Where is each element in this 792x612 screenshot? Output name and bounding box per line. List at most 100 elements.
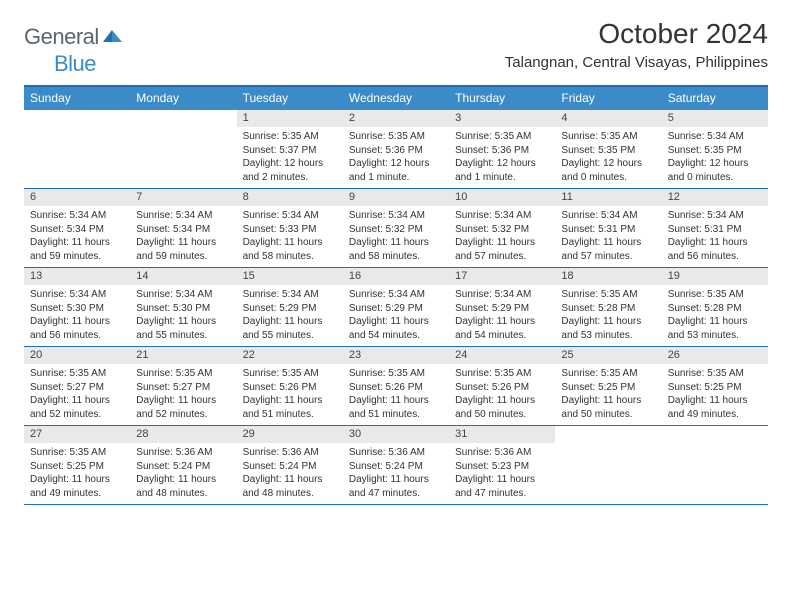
day-cell: 21Sunrise: 5:35 AMSunset: 5:27 PMDayligh… [130, 347, 236, 425]
day-of-week-header: Sunday Monday Tuesday Wednesday Thursday… [24, 87, 768, 110]
day-cell: 25Sunrise: 5:35 AMSunset: 5:25 PMDayligh… [555, 347, 661, 425]
day-line-sr: Sunrise: 5:35 AM [349, 367, 443, 381]
day-line-ss: Sunset: 5:26 PM [349, 381, 443, 395]
day-details: Sunrise: 5:36 AMSunset: 5:24 PMDaylight:… [130, 443, 236, 504]
day-details: Sunrise: 5:34 AMSunset: 5:34 PMDaylight:… [24, 206, 130, 267]
day-line-d1: Daylight: 11 hours [455, 236, 549, 250]
day-line-ss: Sunset: 5:23 PM [455, 460, 549, 474]
day-number: 11 [555, 189, 661, 206]
logo-triangle-icon [103, 26, 123, 49]
day-details: Sunrise: 5:35 AMSunset: 5:36 PMDaylight:… [343, 127, 449, 188]
day-line-sr: Sunrise: 5:34 AM [455, 209, 549, 223]
day-line-sr: Sunrise: 5:35 AM [561, 367, 655, 381]
dow-thursday: Thursday [449, 87, 555, 110]
day-number: 2 [343, 110, 449, 127]
day-line-d1: Daylight: 11 hours [455, 473, 549, 487]
day-line-d1: Daylight: 11 hours [668, 315, 762, 329]
day-line-sr: Sunrise: 5:34 AM [30, 209, 124, 223]
day-line-sr: Sunrise: 5:35 AM [561, 130, 655, 144]
day-line-ss: Sunset: 5:30 PM [136, 302, 230, 316]
day-line-ss: Sunset: 5:27 PM [136, 381, 230, 395]
day-line-sr: Sunrise: 5:35 AM [243, 367, 337, 381]
day-line-d2: and 0 minutes. [668, 171, 762, 185]
day-line-ss: Sunset: 5:31 PM [561, 223, 655, 237]
day-line-d1: Daylight: 11 hours [561, 236, 655, 250]
day-line-d2: and 59 minutes. [30, 250, 124, 264]
day-line-d1: Daylight: 11 hours [136, 315, 230, 329]
day-line-ss: Sunset: 5:36 PM [455, 144, 549, 158]
empty-cell [555, 426, 661, 504]
week-row: 13Sunrise: 5:34 AMSunset: 5:30 PMDayligh… [24, 268, 768, 347]
day-line-d2: and 54 minutes. [455, 329, 549, 343]
day-line-d2: and 50 minutes. [561, 408, 655, 422]
day-cell: 20Sunrise: 5:35 AMSunset: 5:27 PMDayligh… [24, 347, 130, 425]
day-line-sr: Sunrise: 5:34 AM [561, 209, 655, 223]
day-line-d1: Daylight: 12 hours [668, 157, 762, 171]
day-details: Sunrise: 5:36 AMSunset: 5:23 PMDaylight:… [449, 443, 555, 504]
day-cell: 23Sunrise: 5:35 AMSunset: 5:26 PMDayligh… [343, 347, 449, 425]
day-line-d1: Daylight: 11 hours [561, 394, 655, 408]
day-line-d1: Daylight: 12 hours [455, 157, 549, 171]
day-line-sr: Sunrise: 5:34 AM [243, 288, 337, 302]
day-number: 22 [237, 347, 343, 364]
day-number: 7 [130, 189, 236, 206]
day-line-sr: Sunrise: 5:34 AM [349, 288, 443, 302]
calendar-page: General October 2024 Talangnan, Central … [0, 0, 792, 505]
day-line-d2: and 53 minutes. [561, 329, 655, 343]
day-details: Sunrise: 5:34 AMSunset: 5:31 PMDaylight:… [555, 206, 661, 267]
day-cell: 14Sunrise: 5:34 AMSunset: 5:30 PMDayligh… [130, 268, 236, 346]
empty-cell [130, 110, 236, 188]
day-line-sr: Sunrise: 5:35 AM [30, 367, 124, 381]
dow-friday: Friday [555, 87, 661, 110]
day-details: Sunrise: 5:35 AMSunset: 5:25 PMDaylight:… [24, 443, 130, 504]
week-row: 20Sunrise: 5:35 AMSunset: 5:27 PMDayligh… [24, 347, 768, 426]
logo-text-general: General [24, 24, 99, 50]
day-number: 9 [343, 189, 449, 206]
day-line-ss: Sunset: 5:25 PM [668, 381, 762, 395]
day-number: 16 [343, 268, 449, 285]
day-details: Sunrise: 5:34 AMSunset: 5:35 PMDaylight:… [662, 127, 768, 188]
day-line-d2: and 53 minutes. [668, 329, 762, 343]
day-details: Sunrise: 5:34 AMSunset: 5:29 PMDaylight:… [343, 285, 449, 346]
day-cell: 10Sunrise: 5:34 AMSunset: 5:32 PMDayligh… [449, 189, 555, 267]
day-line-d1: Daylight: 11 hours [349, 394, 443, 408]
day-line-sr: Sunrise: 5:35 AM [455, 130, 549, 144]
day-number: 23 [343, 347, 449, 364]
day-line-d2: and 59 minutes. [136, 250, 230, 264]
day-line-d2: and 55 minutes. [243, 329, 337, 343]
day-number: 8 [237, 189, 343, 206]
day-cell: 9Sunrise: 5:34 AMSunset: 5:32 PMDaylight… [343, 189, 449, 267]
day-number: 1 [237, 110, 343, 127]
day-line-d2: and 47 minutes. [349, 487, 443, 501]
day-line-d1: Daylight: 11 hours [30, 236, 124, 250]
day-number: 5 [662, 110, 768, 127]
day-number: 28 [130, 426, 236, 443]
day-line-ss: Sunset: 5:34 PM [30, 223, 124, 237]
day-line-d1: Daylight: 11 hours [349, 236, 443, 250]
day-line-ss: Sunset: 5:25 PM [561, 381, 655, 395]
day-cell: 6Sunrise: 5:34 AMSunset: 5:34 PMDaylight… [24, 189, 130, 267]
day-line-ss: Sunset: 5:32 PM [349, 223, 443, 237]
day-line-d2: and 56 minutes. [668, 250, 762, 264]
empty-cell [24, 110, 130, 188]
dow-saturday: Saturday [662, 87, 768, 110]
day-line-ss: Sunset: 5:26 PM [455, 381, 549, 395]
day-line-sr: Sunrise: 5:35 AM [243, 130, 337, 144]
day-cell: 27Sunrise: 5:35 AMSunset: 5:25 PMDayligh… [24, 426, 130, 504]
day-details: Sunrise: 5:36 AMSunset: 5:24 PMDaylight:… [237, 443, 343, 504]
day-line-d1: Daylight: 12 hours [561, 157, 655, 171]
calendar-grid: Sunday Monday Tuesday Wednesday Thursday… [24, 85, 768, 505]
day-number: 27 [24, 426, 130, 443]
day-line-d2: and 57 minutes. [561, 250, 655, 264]
day-details: Sunrise: 5:35 AMSunset: 5:26 PMDaylight:… [343, 364, 449, 425]
day-line-d1: Daylight: 11 hours [668, 236, 762, 250]
day-number: 24 [449, 347, 555, 364]
day-line-ss: Sunset: 5:24 PM [349, 460, 443, 474]
day-details: Sunrise: 5:35 AMSunset: 5:36 PMDaylight:… [449, 127, 555, 188]
day-line-sr: Sunrise: 5:36 AM [349, 446, 443, 460]
day-line-ss: Sunset: 5:36 PM [349, 144, 443, 158]
day-number: 31 [449, 426, 555, 443]
day-line-d2: and 48 minutes. [243, 487, 337, 501]
day-line-ss: Sunset: 5:37 PM [243, 144, 337, 158]
day-number: 15 [237, 268, 343, 285]
